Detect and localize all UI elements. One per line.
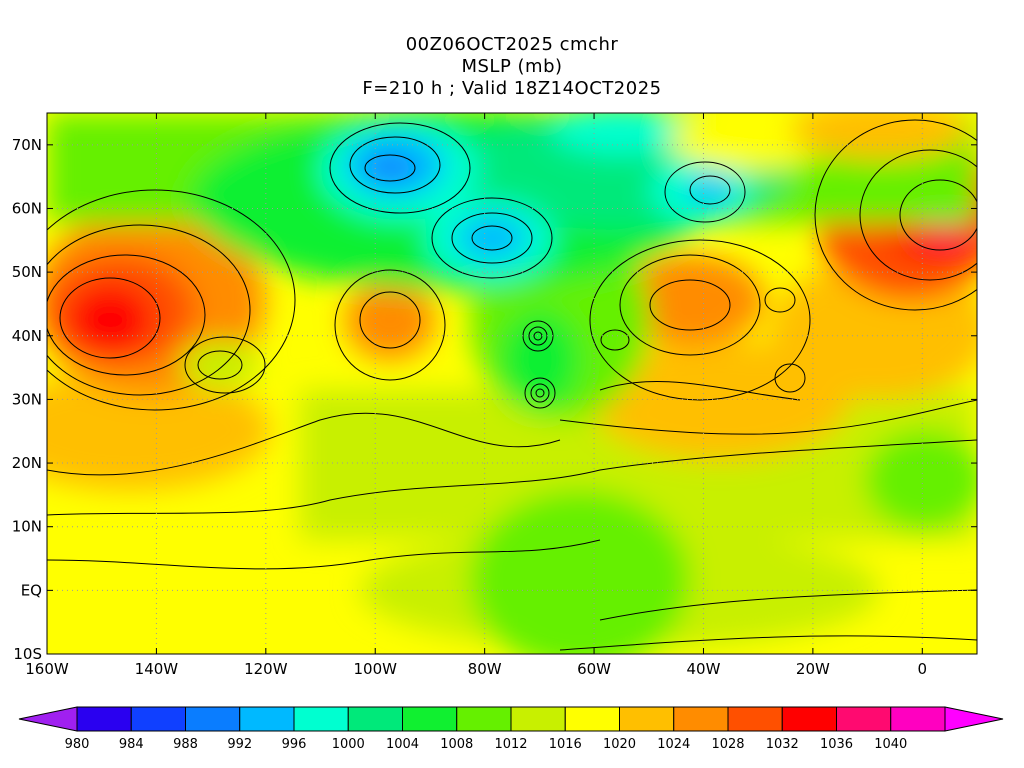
colorbar-label: 1032 — [766, 737, 799, 752]
colorbar-swatch — [890, 706, 946, 732]
lat-tick-label: EQ — [21, 581, 42, 599]
plot-frame — [46, 112, 978, 655]
colorbar-swatch — [510, 706, 566, 732]
colorbar-swatch — [347, 706, 403, 732]
colorbar-swatch — [673, 706, 729, 732]
colorbar-label: 1000 — [332, 737, 365, 752]
colorbar-swatch — [293, 706, 349, 732]
colorbar-label: 1004 — [386, 737, 419, 752]
colorbar-swatch — [185, 706, 241, 732]
pressure-field — [47, 113, 977, 654]
colorbar-high-extend — [944, 706, 1004, 732]
colorbar-low-extend — [18, 706, 78, 732]
title-variable: MSLP (mb) — [461, 56, 563, 77]
colorbar-swatch — [781, 706, 837, 732]
lon-tick-label: 120W — [244, 660, 288, 678]
colorbar-label: 1040 — [874, 737, 907, 752]
lat-tick-label: 10S — [13, 645, 42, 663]
lat-tick-label: 30N — [12, 390, 42, 408]
title-model-run: 00Z06OCT2025 cmchr — [405, 34, 619, 55]
colorbar-swatch — [402, 706, 458, 732]
lat-tick-label: 10N — [12, 518, 42, 536]
lat-tick-label: 40N — [12, 327, 42, 345]
lon-tick-label: 160W — [25, 660, 69, 678]
lon-tick-label: 80W — [468, 660, 502, 678]
lat-tick-label: 60N — [12, 199, 42, 217]
colorbar-swatch — [239, 706, 295, 732]
lon-tick-label: 20W — [796, 660, 830, 678]
colorbar-swatch — [130, 706, 186, 732]
colorbar-label: 1020 — [603, 737, 636, 752]
lon-tick-label: 0 — [918, 660, 928, 678]
lat-lon-grid — [47, 113, 977, 654]
colorbar-label: 988 — [173, 737, 198, 752]
colorbar-label: 992 — [227, 737, 252, 752]
colorbar: 980 984 988 992 996 1000 1004 1008 1012 1016 1020 1… — [18, 706, 1004, 752]
colorbar-swatch — [619, 706, 675, 732]
title-block: 00Z06OCT2025 cmchr MSLP (mb) F=210 h ; V… — [0, 34, 1024, 100]
lon-tick-label: 60W — [577, 660, 611, 678]
colorbar-label: 980 — [65, 737, 90, 752]
lon-tick-label: 40W — [687, 660, 721, 678]
colorbar-label: 1028 — [711, 737, 744, 752]
lon-tick-label: 140W — [135, 660, 179, 678]
colorbar-label: 1024 — [657, 737, 690, 752]
colorbar-swatch — [456, 706, 512, 732]
colorbar-label: 1012 — [494, 737, 527, 752]
colorbar-swatch — [564, 706, 620, 732]
colorbar-swatch — [727, 706, 783, 732]
colorbar-swatch — [76, 706, 132, 732]
title-valid-time: F=210 h ; Valid 18Z14OCT2025 — [362, 78, 662, 99]
lat-tick-label: 70N — [12, 136, 42, 154]
lat-tick-label: 20N — [12, 454, 42, 472]
lat-tick-label: 50N — [12, 263, 42, 281]
colorbar-label: 996 — [282, 737, 307, 752]
colorbar-label: 1008 — [440, 737, 473, 752]
lon-tick-label: 100W — [354, 660, 398, 678]
colorbar-label: 1016 — [549, 737, 582, 752]
colorbar-label: 984 — [119, 737, 144, 752]
isobars — [47, 119, 977, 651]
colorbar-swatch — [836, 706, 892, 732]
colorbar-label: 1036 — [820, 737, 853, 752]
